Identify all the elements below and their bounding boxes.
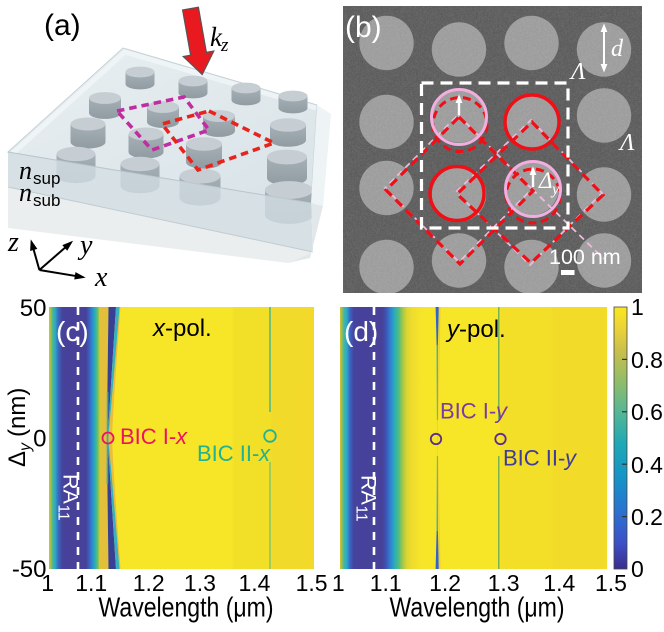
svg-text:Δ: Δ <box>4 451 31 467</box>
svg-text:Wavelength (μm): Wavelength (μm) <box>99 592 274 623</box>
svg-text:0.4: 0.4 <box>631 452 663 478</box>
svg-text:sub: sub <box>33 191 60 210</box>
svg-text:RA: RA <box>357 475 381 506</box>
svg-text:x: x <box>258 441 271 466</box>
svg-text:RA: RA <box>59 474 83 505</box>
svg-text:d: d <box>611 36 624 62</box>
svg-text:Λ: Λ <box>569 59 586 85</box>
svg-text:50: 50 <box>20 295 47 322</box>
svg-text:y: y <box>550 181 560 198</box>
svg-text:-pol.: -pol. <box>165 315 212 342</box>
svg-text:y: y <box>494 399 509 424</box>
svg-text:11: 11 <box>55 505 72 521</box>
svg-text:(b): (b) <box>345 11 382 44</box>
svg-text:z: z <box>220 35 229 56</box>
svg-text:BIC I-: BIC I- <box>120 424 176 449</box>
svg-text:x: x <box>152 315 166 342</box>
svg-text:0: 0 <box>631 556 644 582</box>
svg-text:0.6: 0.6 <box>631 399 663 425</box>
svg-text:1.5: 1.5 <box>595 570 627 596</box>
svg-text:BIC II-: BIC II- <box>503 446 565 471</box>
svg-text:BIC II-: BIC II- <box>197 441 259 466</box>
svg-text:Δ: Δ <box>538 168 553 193</box>
svg-text:sup: sup <box>33 169 60 188</box>
svg-text:x: x <box>175 424 188 449</box>
svg-text:(nm): (nm) <box>4 388 31 437</box>
svg-text:(d): (d) <box>344 316 378 347</box>
svg-text:(c): (c) <box>56 316 89 347</box>
svg-text:(a): (a) <box>44 9 81 42</box>
svg-text:Wavelength (μm): Wavelength (μm) <box>390 592 565 623</box>
svg-text:y: y <box>563 446 578 471</box>
svg-text:Λ: Λ <box>618 130 635 156</box>
svg-text:y: y <box>77 230 93 261</box>
svg-text:11: 11 <box>353 506 370 522</box>
svg-text:n: n <box>19 178 32 207</box>
svg-text:z: z <box>7 227 19 258</box>
svg-text:x: x <box>94 262 108 293</box>
svg-text:0.2: 0.2 <box>631 504 663 530</box>
svg-text:1: 1 <box>332 570 345 596</box>
svg-text:BIC I-: BIC I- <box>440 399 496 424</box>
svg-text:100 nm: 100 nm <box>549 245 621 269</box>
svg-text:-pol.: -pol. <box>459 316 506 343</box>
svg-text:y: y <box>17 442 34 452</box>
svg-text:1.5: 1.5 <box>296 570 328 596</box>
svg-text:-50: -50 <box>12 556 47 583</box>
svg-text:0.8: 0.8 <box>631 347 663 373</box>
svg-text:0: 0 <box>33 426 46 453</box>
svg-text:1: 1 <box>631 294 644 320</box>
